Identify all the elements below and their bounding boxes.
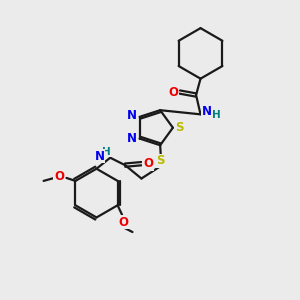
Text: O: O — [168, 85, 178, 98]
Text: S: S — [175, 121, 184, 134]
Text: H: H — [102, 147, 111, 157]
Text: N: N — [202, 106, 212, 118]
Text: O: O — [118, 216, 128, 229]
Text: S: S — [157, 154, 165, 167]
Text: N: N — [95, 150, 105, 163]
Text: N: N — [127, 132, 137, 145]
Text: N: N — [127, 109, 137, 122]
Text: H: H — [212, 110, 220, 120]
Text: O: O — [143, 157, 153, 170]
Text: O: O — [54, 170, 64, 183]
